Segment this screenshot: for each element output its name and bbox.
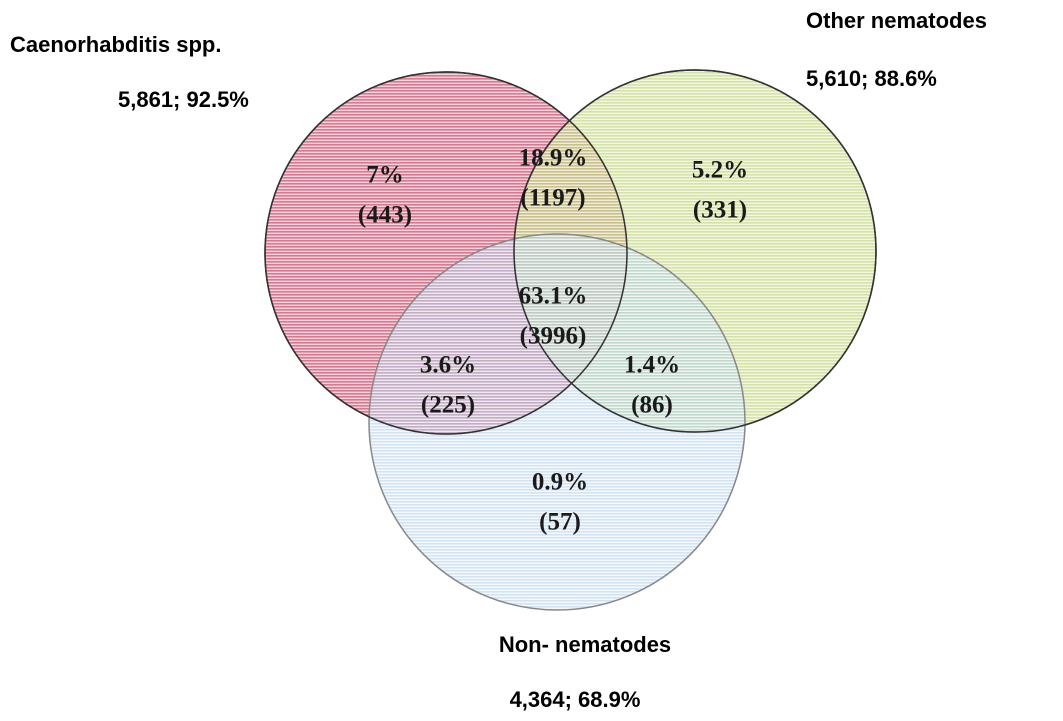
region-percent: 1.4% [624,352,680,379]
region-count: (57) [539,509,581,536]
set-outline [513,69,877,433]
region-percent: 7% [366,162,404,189]
region-count: (86) [631,392,673,419]
set-outline [264,71,628,435]
set-name: Non- nematodes [499,632,671,657]
region-percent: 0.9% [532,469,588,496]
region-count: (225) [421,392,475,419]
region-percent: 63.1% [519,283,588,310]
set-circle [368,233,746,611]
region-count: (443) [358,202,412,229]
set-summary: 4,364; 68.9% [510,687,641,712]
region-percent: 3.6% [420,352,476,379]
set-summary: 5,610; 88.6% [806,66,937,91]
set-name: Caenorhabditis spp. [10,32,221,57]
region-count: (1197) [520,185,585,212]
region-count: (3996) [520,323,587,350]
region-percent: 18.9% [519,145,588,172]
region-count: (331) [693,197,747,224]
set-summary: 5,861; 92.5% [118,87,249,112]
region-percent: 5.2% [692,157,748,184]
set-name: Other nematodes [806,8,987,33]
